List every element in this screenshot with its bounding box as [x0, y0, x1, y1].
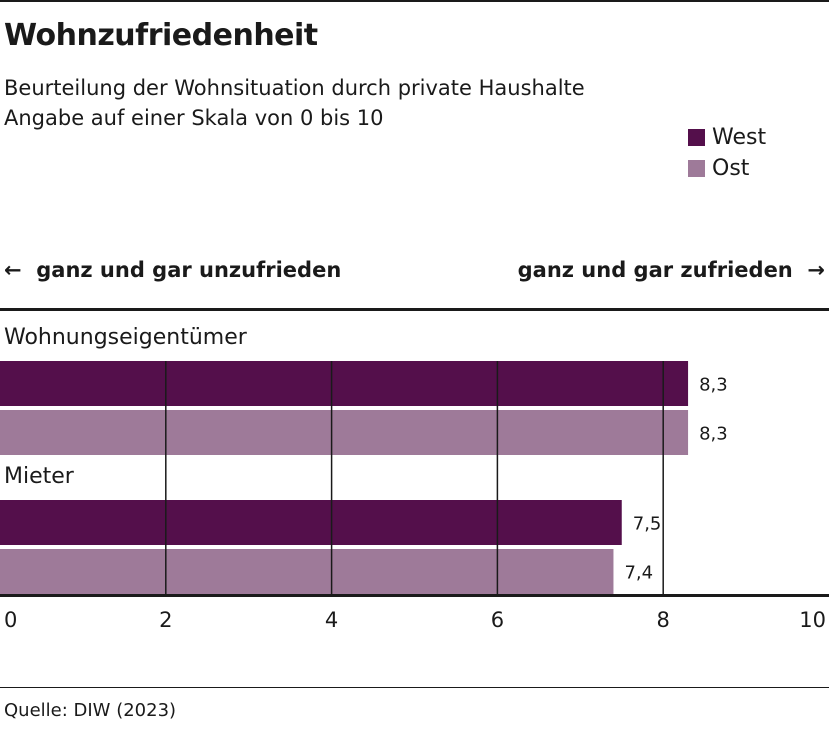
- data-label: 8,3: [699, 424, 728, 445]
- x-tick-label: 4: [325, 608, 338, 632]
- legend: West Ost: [688, 122, 766, 184]
- data-label: 7,5: [633, 514, 662, 535]
- bar: [0, 549, 614, 594]
- x-tick-label: 8: [657, 608, 670, 632]
- chart-subtitle: Beurteilung der Wohnsituation durch priv…: [4, 73, 585, 133]
- chart-title: Wohnzufriedenheit: [4, 18, 318, 53]
- group-label: Mieter: [4, 464, 75, 489]
- arrow-left-icon: ←: [4, 258, 22, 282]
- subtitle-line-1: Beurteilung der Wohnsituation durch priv…: [4, 76, 585, 100]
- direction-right-text: ganz und gar zufrieden: [517, 258, 793, 282]
- group-label: Wohnungseigentümer: [4, 325, 248, 350]
- legend-item-ost: Ost: [688, 153, 766, 184]
- x-tick-label: 2: [159, 608, 172, 632]
- x-tick-label: 10: [799, 608, 826, 632]
- bottom-rule: [0, 687, 829, 688]
- arrow-right-icon: →: [807, 258, 825, 282]
- axis-top-rule: [0, 308, 829, 311]
- direction-left-label: ← ganz und gar unzufrieden: [4, 258, 341, 282]
- bar: [0, 410, 689, 455]
- bar: [0, 361, 689, 406]
- direction-right-label: ganz und gar zufrieden →: [518, 258, 825, 282]
- data-label: 7,4: [624, 563, 653, 584]
- legend-label-ost: Ost: [712, 156, 750, 181]
- subtitle-line-2: Angabe auf einer Skala von 0 bis 10: [4, 106, 384, 130]
- x-axis-line: [0, 594, 829, 597]
- data-label: 8,3: [699, 375, 728, 396]
- legend-item-west: West: [688, 122, 766, 153]
- top-rule: [0, 0, 829, 2]
- legend-swatch-west: [688, 129, 705, 146]
- bar-chart: Wohnungseigentümer 8,3 8,3 Mieter 7,5 7,4 0 2 4 6…: [0, 308, 829, 632]
- bar: [0, 500, 622, 545]
- x-tick-label: 6: [491, 608, 504, 632]
- legend-label-west: West: [712, 125, 767, 150]
- legend-swatch-ost: [688, 160, 705, 177]
- direction-left-text: ganz und gar unzufrieden: [36, 258, 342, 282]
- x-tick-label: 0: [4, 608, 17, 632]
- source-note: Quelle: DIW (2023): [4, 700, 177, 721]
